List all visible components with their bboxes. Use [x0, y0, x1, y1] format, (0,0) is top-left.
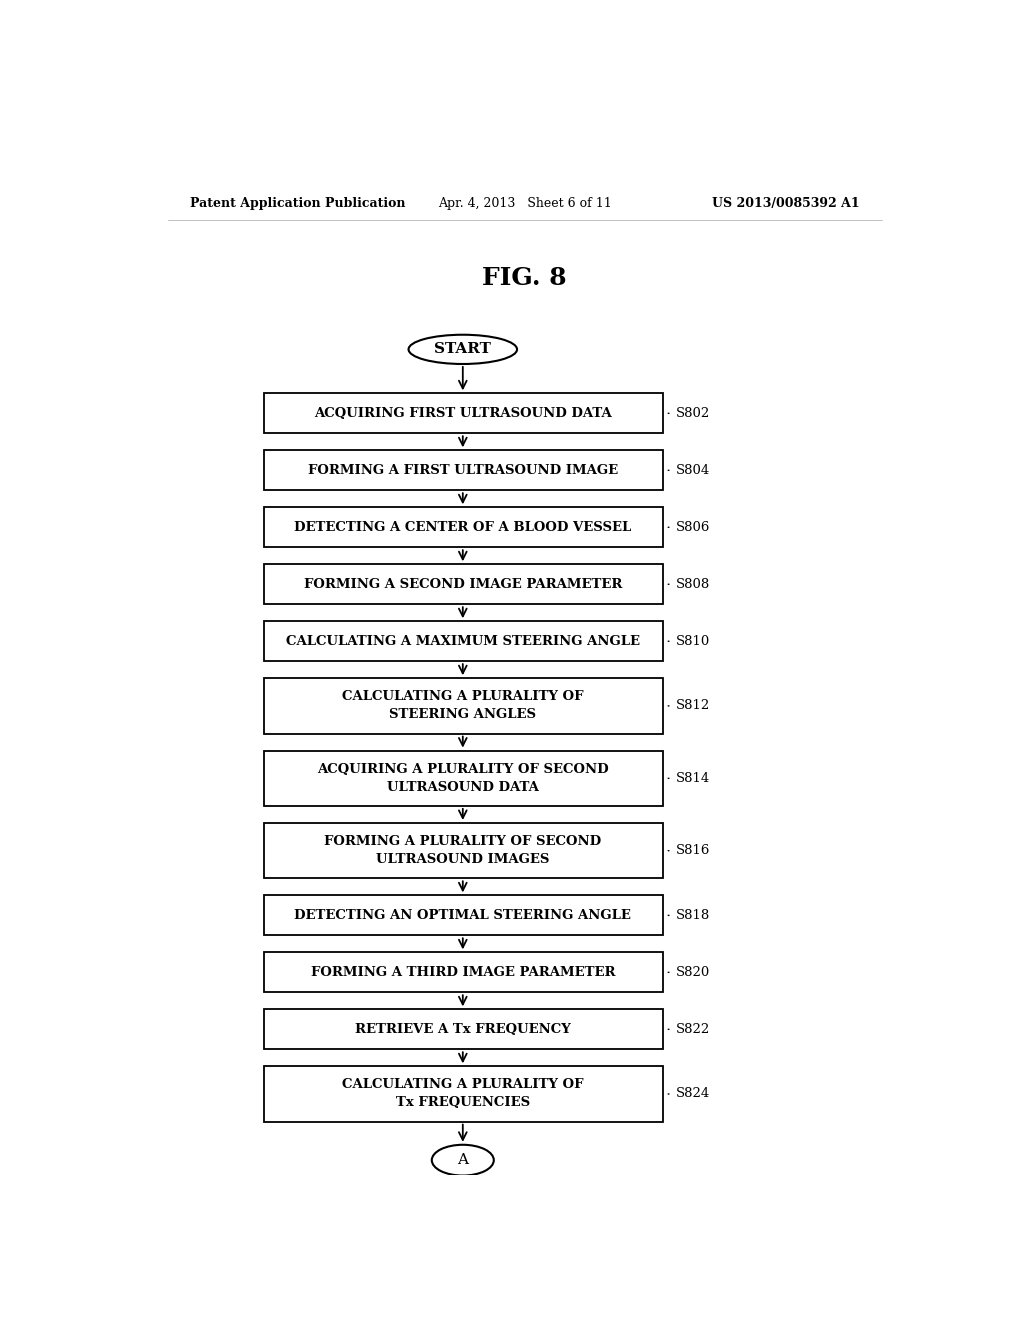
- Text: S802: S802: [676, 407, 711, 420]
- Text: US 2013/0085392 A1: US 2013/0085392 A1: [712, 197, 859, 210]
- Text: CALCULATING A MAXIMUM STEERING ANGLE: CALCULATING A MAXIMUM STEERING ANGLE: [286, 635, 640, 648]
- Text: S814: S814: [676, 772, 711, 785]
- Text: ACQUIRING FIRST ULTRASOUND DATA: ACQUIRING FIRST ULTRASOUND DATA: [314, 407, 611, 420]
- Text: CALCULATING A PLURALITY OF
Tx FREQUENCIES: CALCULATING A PLURALITY OF Tx FREQUENCIE…: [342, 1078, 584, 1109]
- Text: S822: S822: [676, 1023, 711, 1036]
- FancyBboxPatch shape: [263, 450, 663, 490]
- FancyBboxPatch shape: [263, 952, 663, 993]
- Text: FORMING A PLURALITY OF SECOND
ULTRASOUND IMAGES: FORMING A PLURALITY OF SECOND ULTRASOUND…: [325, 836, 601, 866]
- Text: A: A: [458, 1154, 468, 1167]
- Text: FORMING A SECOND IMAGE PARAMETER: FORMING A SECOND IMAGE PARAMETER: [303, 578, 622, 591]
- Text: FORMING A FIRST ULTRASOUND IMAGE: FORMING A FIRST ULTRASOUND IMAGE: [308, 463, 617, 477]
- Text: S812: S812: [676, 700, 711, 713]
- Text: S820: S820: [676, 966, 711, 979]
- FancyBboxPatch shape: [263, 564, 663, 605]
- FancyBboxPatch shape: [263, 822, 663, 878]
- Text: S808: S808: [676, 578, 711, 591]
- FancyBboxPatch shape: [263, 751, 663, 807]
- Text: S818: S818: [676, 908, 711, 921]
- FancyBboxPatch shape: [263, 895, 663, 936]
- FancyBboxPatch shape: [263, 678, 663, 734]
- Ellipse shape: [432, 1144, 494, 1176]
- Text: S816: S816: [676, 843, 711, 857]
- Ellipse shape: [409, 335, 517, 364]
- Text: CALCULATING A PLURALITY OF
STEERING ANGLES: CALCULATING A PLURALITY OF STEERING ANGL…: [342, 690, 584, 721]
- Text: DETECTING A CENTER OF A BLOOD VESSEL: DETECTING A CENTER OF A BLOOD VESSEL: [294, 520, 632, 533]
- FancyBboxPatch shape: [263, 622, 663, 661]
- Text: Patent Application Publication: Patent Application Publication: [190, 197, 406, 210]
- FancyBboxPatch shape: [263, 1067, 663, 1122]
- Text: START: START: [434, 342, 492, 356]
- Text: S804: S804: [676, 463, 711, 477]
- Text: S810: S810: [676, 635, 711, 648]
- Text: Apr. 4, 2013   Sheet 6 of 11: Apr. 4, 2013 Sheet 6 of 11: [438, 197, 611, 210]
- Text: DETECTING AN OPTIMAL STEERING ANGLE: DETECTING AN OPTIMAL STEERING ANGLE: [294, 908, 631, 921]
- Text: FIG. 8: FIG. 8: [482, 265, 567, 290]
- FancyBboxPatch shape: [263, 393, 663, 433]
- FancyBboxPatch shape: [263, 507, 663, 548]
- Text: S806: S806: [676, 520, 711, 533]
- Text: S824: S824: [676, 1088, 711, 1101]
- Text: FORMING A THIRD IMAGE PARAMETER: FORMING A THIRD IMAGE PARAMETER: [310, 966, 615, 979]
- Text: ACQUIRING A PLURALITY OF SECOND
ULTRASOUND DATA: ACQUIRING A PLURALITY OF SECOND ULTRASOU…: [317, 763, 608, 793]
- FancyBboxPatch shape: [263, 1010, 663, 1049]
- Text: RETRIEVE A Tx FREQUENCY: RETRIEVE A Tx FREQUENCY: [355, 1023, 570, 1036]
